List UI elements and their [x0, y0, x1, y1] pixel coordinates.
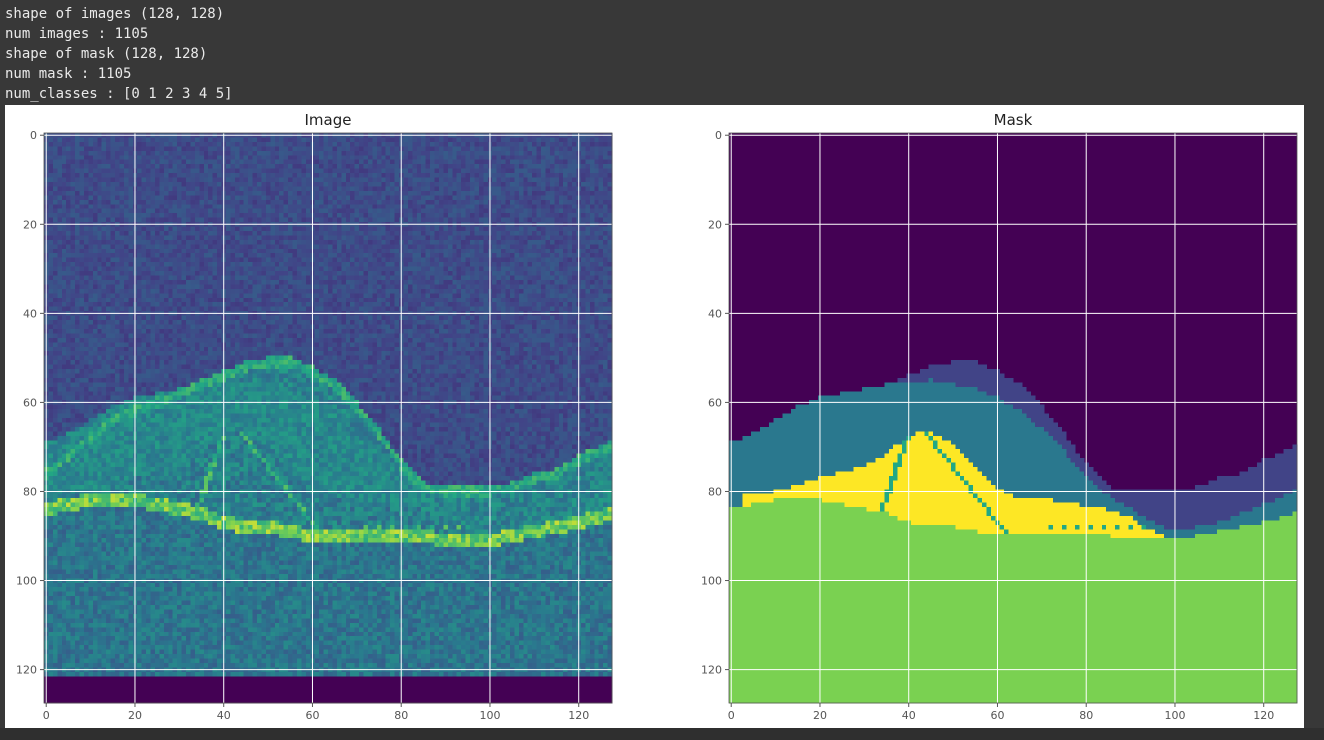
- x-tick-label: 60: [990, 709, 1004, 722]
- image-panel: 0 20 40 60 80 100 120 0 20 40 60 80 100 120 Image: [16, 111, 613, 722]
- axes-frame: [728, 132, 1298, 704]
- x-tick-label: 80: [394, 709, 408, 722]
- x-tick-label: 0: [43, 709, 50, 722]
- output-line-num-classes: num_classes : [0 1 2 3 4 5]: [5, 86, 233, 102]
- grid-lines: [44, 133, 612, 703]
- y-tick-label: 40: [708, 307, 722, 320]
- x-tick-label: 60: [305, 709, 319, 722]
- x-tick-label: 20: [128, 709, 142, 722]
- x-tick-label: 120: [568, 709, 589, 722]
- y-tick-label: 20: [708, 218, 722, 231]
- axes-title: Mask: [994, 111, 1033, 129]
- x-tick-label: 40: [902, 709, 916, 722]
- output-line-num-images: num images : 1105: [5, 26, 149, 42]
- x-tick-label: 40: [217, 709, 231, 722]
- y-tick-label: 100: [16, 575, 37, 588]
- figure-canvas: 0 20 40 60 80 100 120 0 20 40 60 80 100 120 Image 0 20 4…: [5, 105, 1304, 728]
- output-line-shape-mask: shape of mask (128, 128): [5, 46, 208, 62]
- x-tick-label: 120: [1253, 709, 1274, 722]
- y-tick-label: 0: [30, 129, 37, 142]
- y-tick-label: 0: [715, 129, 722, 142]
- x-tick-label: 80: [1079, 709, 1093, 722]
- y-tick-label: 60: [708, 396, 722, 409]
- y-tick-label: 80: [708, 485, 722, 498]
- x-tick-label: 20: [813, 709, 827, 722]
- cell-output: shape of images (128, 128) num images : …: [0, 0, 1324, 105]
- axes-frame: [43, 132, 613, 704]
- grid-lines: [729, 133, 1297, 703]
- mask-pixels: [729, 133, 1298, 704]
- x-tick-label: 0: [728, 709, 735, 722]
- y-tick-label: 120: [16, 664, 37, 677]
- y-tick-label: 120: [701, 664, 722, 677]
- y-tick-label: 60: [23, 396, 37, 409]
- axes-title: Image: [305, 111, 352, 129]
- x-tick-label: 100: [479, 709, 500, 722]
- y-tick-label: 100: [701, 575, 722, 588]
- y-tick-label: 40: [23, 307, 37, 320]
- mask-panel: 0 20 40 60 80 100 120 0 20 40 60 80 100 120 Mask: [701, 111, 1298, 722]
- y-tick-label: 80: [23, 485, 37, 498]
- matplotlib-figure: 0 20 40 60 80 100 120 0 20 40 60 80 100 120 Image 0 20 4…: [5, 105, 1304, 728]
- output-line-num-mask: num mask : 1105: [5, 66, 132, 82]
- y-tick-label: 20: [23, 218, 37, 231]
- output-line-shape-images: shape of images (128, 128): [5, 6, 225, 22]
- x-tick-label: 100: [1164, 709, 1185, 722]
- image-pixels: [44, 133, 613, 704]
- output-scroll-strip: [0, 728, 1324, 740]
